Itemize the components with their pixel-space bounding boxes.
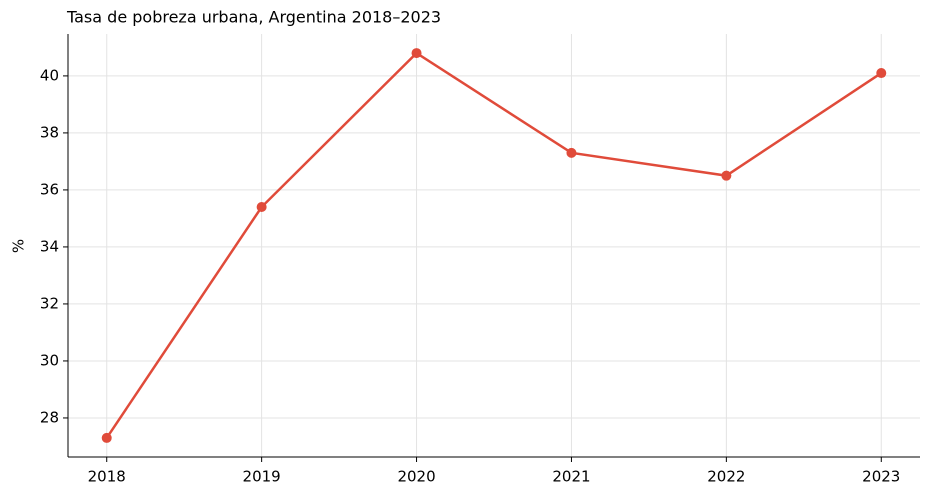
y-tick-label: 38 bbox=[40, 123, 59, 141]
chart-title: Tasa de pobreza urbana, Argentina 2018–2… bbox=[66, 8, 441, 27]
y-tick-label: 28 bbox=[40, 408, 59, 426]
x-tick-label: 2022 bbox=[707, 468, 745, 486]
y-tick-label: 32 bbox=[40, 294, 59, 312]
point bbox=[566, 147, 577, 158]
point bbox=[876, 68, 887, 79]
x-tick-label: 2021 bbox=[552, 468, 590, 486]
x-tick-label: 2020 bbox=[397, 468, 435, 486]
y-tick-label: 34 bbox=[40, 237, 59, 255]
y-tick-label: 36 bbox=[40, 180, 59, 198]
point bbox=[721, 170, 732, 181]
line bbox=[105, 51, 882, 439]
y-axis-label: % bbox=[10, 239, 28, 253]
point bbox=[256, 202, 267, 213]
y-tick-label: 40 bbox=[40, 66, 59, 84]
point bbox=[411, 48, 422, 59]
x-tick-label: 2023 bbox=[862, 468, 900, 486]
x-tick-label: 2019 bbox=[243, 468, 281, 486]
point bbox=[101, 432, 112, 443]
y-tick-label: 30 bbox=[40, 351, 59, 369]
x-tick-label: 2018 bbox=[88, 468, 126, 486]
